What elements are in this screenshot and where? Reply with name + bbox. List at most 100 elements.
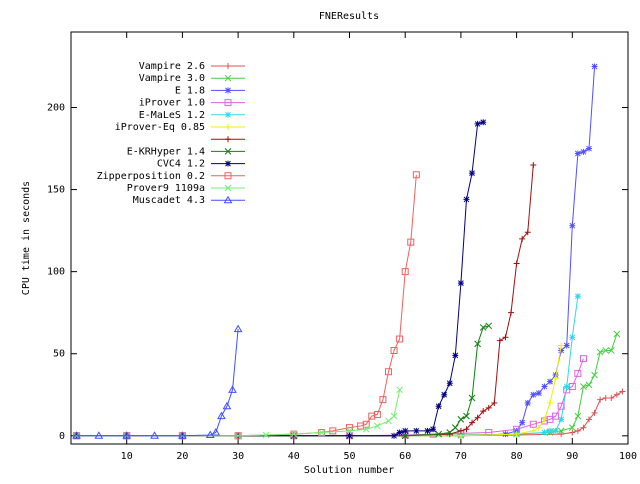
data-point [541, 383, 548, 390]
data-point [574, 412, 582, 420]
data-point [468, 394, 476, 402]
data-point [580, 383, 587, 390]
legend-label: iProver 1.0 [139, 98, 205, 109]
data-point [346, 432, 353, 439]
data-point [385, 417, 392, 425]
data-point [373, 422, 381, 430]
data-point [262, 431, 270, 439]
data-point [451, 424, 459, 431]
data-point [547, 427, 554, 434]
legend-label: Vampire 2.6 [139, 61, 205, 72]
data-point [391, 432, 398, 439]
legend-marker [224, 184, 232, 192]
data-point [402, 427, 409, 434]
data-point [569, 334, 576, 341]
data-point [491, 399, 498, 406]
data-point [580, 424, 587, 431]
data-point [122, 431, 132, 439]
chart-title: FNEResults [319, 11, 379, 22]
data-point [530, 161, 537, 168]
x-tick-label: 70 [455, 451, 467, 462]
y-axis-label: CPU time in seconds [21, 181, 32, 295]
data-point [558, 416, 565, 423]
data-point [346, 432, 353, 440]
legend-marker [225, 111, 231, 118]
data-point [357, 422, 365, 430]
legend-marker [224, 74, 232, 82]
data-point [430, 426, 437, 433]
data-point [524, 399, 531, 406]
x-tick-label: 30 [232, 451, 244, 462]
data-point [591, 63, 598, 70]
data-point [552, 375, 559, 382]
data-point [474, 414, 481, 421]
data-point [591, 371, 598, 379]
data-point [485, 404, 492, 411]
data-point [524, 229, 531, 236]
data-point [513, 431, 520, 438]
data-point [346, 427, 353, 435]
data-point [480, 408, 487, 415]
data-point [401, 268, 409, 276]
data-point [613, 330, 621, 338]
data-point [94, 431, 104, 439]
data-point [441, 391, 448, 398]
data-point [568, 424, 576, 431]
data-point [72, 431, 81, 439]
legend-label: Vampire 3.0 [139, 73, 205, 84]
data-point [519, 419, 526, 426]
y-tick-label: 0 [59, 431, 65, 442]
data-point [384, 368, 392, 376]
data-point [586, 416, 593, 423]
legend-label: Muscadet 4.3 [133, 195, 205, 206]
y-tick-label: 200 [47, 103, 65, 114]
data-point [585, 381, 593, 389]
x-tick-label: 80 [511, 451, 523, 462]
data-point [541, 429, 548, 436]
data-point [469, 419, 476, 426]
data-point [519, 235, 526, 242]
x-tick-label: 100 [619, 451, 637, 462]
data-point [502, 334, 509, 341]
data-point [541, 416, 548, 423]
data-point [530, 391, 537, 398]
data-point [318, 429, 326, 436]
data-point [379, 396, 387, 404]
data-point [413, 427, 420, 434]
legend-marker [225, 87, 231, 94]
x-tick-label: 40 [288, 451, 300, 462]
y-tick-label: 100 [47, 267, 65, 278]
data-point [457, 427, 464, 434]
data-point [463, 196, 470, 203]
legend-label: E 1.8 [175, 85, 205, 96]
data-point [362, 420, 370, 428]
legend-marker [225, 124, 231, 130]
data-point [390, 346, 398, 354]
data-point [396, 429, 403, 436]
x-axis-label: Solution number [304, 465, 394, 476]
data-point [469, 170, 476, 177]
data-point [480, 119, 487, 126]
data-point [563, 342, 570, 349]
plot-frame [70, 31, 629, 445]
data-point [508, 309, 515, 316]
data-point [290, 430, 298, 438]
data-point [390, 412, 398, 420]
legend-marker [224, 172, 232, 180]
data-point [535, 424, 542, 431]
data-point [318, 429, 326, 437]
data-point [547, 399, 554, 406]
legend-label: CVC4 1.2 [157, 159, 205, 170]
x-tick-label: 10 [121, 451, 133, 462]
legend-marker [223, 195, 233, 204]
x-tick-label: 60 [399, 451, 411, 462]
legend-marker [224, 148, 232, 155]
data-point [535, 390, 542, 397]
data-point [373, 410, 381, 418]
data-point [228, 385, 237, 393]
data-point [619, 388, 626, 395]
x-tick-label: 50 [343, 451, 355, 462]
data-point [546, 415, 554, 423]
data-point [362, 425, 370, 433]
